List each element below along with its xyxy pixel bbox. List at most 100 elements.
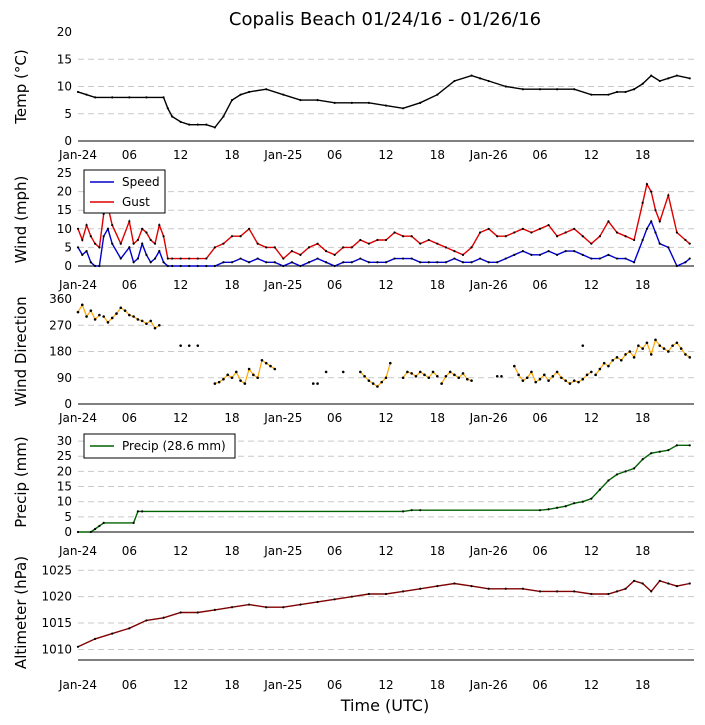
data-point [213, 126, 216, 129]
direction-point [457, 376, 461, 380]
y-tick-label: 1015 [41, 616, 72, 630]
direction-point [568, 382, 572, 385]
data-point [350, 261, 353, 264]
data-point [453, 257, 456, 260]
direction-point [671, 344, 674, 347]
direction-point [495, 374, 499, 378]
direction-point [470, 379, 473, 382]
data-point [213, 608, 216, 611]
legend-label: Speed [122, 175, 160, 189]
data-point [205, 123, 208, 126]
direction-point [619, 358, 623, 362]
direction-point [560, 376, 563, 380]
data-point [556, 88, 559, 91]
data-point [162, 261, 165, 264]
data-point [633, 88, 636, 91]
direction-point [641, 347, 644, 350]
y-tick-label: 15 [57, 203, 72, 217]
data-point [479, 77, 482, 80]
data-point [171, 264, 174, 268]
data-point [538, 88, 542, 91]
data-point [547, 508, 550, 511]
direction-point [311, 382, 315, 385]
data-point [487, 587, 490, 590]
x-tick-label: 18 [430, 148, 445, 162]
data-point [402, 107, 405, 110]
direction-point [517, 373, 520, 377]
data-point [667, 582, 670, 585]
direction-point [551, 374, 555, 378]
data-point [402, 257, 405, 260]
direction-point [359, 370, 362, 374]
direction-point [658, 344, 662, 347]
data-point [547, 250, 550, 253]
direction-point [234, 370, 238, 374]
direction-point [384, 376, 388, 380]
data-point [641, 458, 644, 461]
data-point [102, 521, 105, 525]
direction-point [213, 382, 217, 385]
x-axis-label: Time (UTC) [340, 696, 429, 715]
direction-point [247, 367, 251, 371]
direction-point [436, 374, 439, 378]
direction-segment-line [513, 365, 592, 385]
y-tick-label: 0 [64, 134, 72, 148]
direction-point [461, 372, 465, 375]
data-point [487, 261, 490, 264]
data-point [641, 238, 644, 242]
x-tick-label: 12 [173, 278, 188, 292]
data-point [650, 452, 653, 455]
direction-point [615, 356, 619, 359]
data-point [419, 261, 422, 264]
direction-point [414, 374, 418, 378]
data-point [273, 261, 276, 264]
data-point [650, 590, 653, 593]
data-point [94, 527, 97, 531]
data-point [367, 101, 370, 104]
data-point [607, 479, 610, 482]
data-point [128, 220, 131, 223]
direction-point [448, 370, 452, 374]
data-point [299, 99, 302, 102]
data-point [384, 261, 388, 264]
direction-point [115, 312, 118, 315]
data-point [436, 93, 439, 96]
data-point [564, 250, 567, 253]
direction-point [98, 313, 101, 317]
direction-point [149, 319, 153, 323]
direction-point [525, 376, 529, 380]
direction-point [542, 373, 546, 377]
data-point [624, 470, 627, 473]
data-point [504, 257, 507, 260]
data-point [290, 261, 293, 264]
data-point [230, 606, 234, 609]
direction-segment-line [359, 363, 391, 388]
data-point [598, 235, 601, 238]
data-point [538, 590, 542, 593]
x-tick-label: 06 [122, 278, 137, 292]
data-point [359, 238, 362, 242]
y-tick-label: 360 [49, 292, 72, 306]
data-point [581, 500, 584, 503]
data-point [444, 246, 447, 249]
direction-point [585, 373, 589, 377]
data-point [145, 231, 148, 234]
data-point [136, 238, 139, 242]
data-point [384, 592, 388, 596]
data-point [205, 257, 208, 260]
data-point [461, 261, 465, 264]
x-tick-label: 12 [584, 278, 599, 292]
data-point [496, 261, 499, 264]
data-point [188, 257, 191, 260]
data-point [530, 231, 533, 234]
data-point [158, 223, 161, 227]
data-point [590, 242, 593, 245]
direction-point [637, 344, 640, 347]
data-point [615, 590, 619, 593]
y-tick-label: 20 [57, 464, 72, 478]
direction-point [684, 353, 687, 356]
data-point [248, 603, 251, 606]
panel-wind_direction: 0 90 180 270 360 Jan-24 06 12 18 Jan-25 06 12 18 Jan-… [12, 292, 694, 425]
y-tick-label: 0 [64, 397, 72, 411]
